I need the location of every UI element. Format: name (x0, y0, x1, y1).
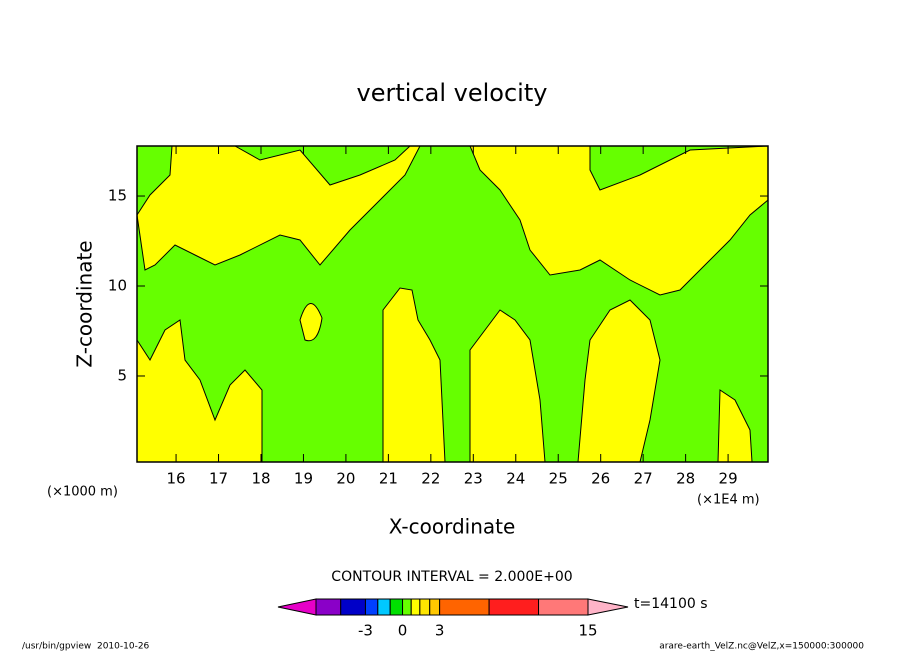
colorbar-box (488, 598, 540, 616)
x-tick-label: 29 (719, 470, 738, 488)
colorbar-box (402, 598, 412, 616)
contour-region (469, 309, 546, 463)
x-tick-label: 26 (591, 470, 610, 488)
x-tick-label: 16 (167, 470, 186, 488)
y-tick-label: 10 (108, 277, 127, 295)
y-tick-label: 15 (108, 187, 127, 205)
x-tick-label: 21 (379, 470, 398, 488)
x-unit-label: (×1000 m) (47, 485, 118, 500)
colorbar-box (315, 598, 342, 616)
x-axis-label: X-coordinate (389, 515, 516, 539)
x-tick-label: 27 (634, 470, 653, 488)
contour-field (136, 145, 769, 463)
colorbar-tick-label: 15 (578, 622, 597, 640)
time-label: t=14100 s (634, 596, 708, 612)
contour-region (469, 145, 769, 296)
contour-region (382, 287, 446, 463)
colorbar-tick-label: 3 (435, 622, 445, 640)
x-tick-label: 24 (506, 470, 525, 488)
x-tick-label: 22 (421, 470, 440, 488)
colorbar-box (410, 598, 421, 616)
colorbar-over (587, 598, 629, 616)
colorbar-box (439, 598, 490, 616)
colorbar-tick-label: 0 (398, 622, 408, 640)
x-tick-label: 17 (209, 470, 228, 488)
colorbar-box (538, 598, 589, 616)
plot-frame (136, 145, 769, 463)
x-scale-label: (×1E4 m) (697, 493, 760, 508)
y-tick-label: 5 (117, 366, 127, 384)
colorbar-tick-label: -3 (358, 622, 373, 640)
colorbar-box (419, 598, 431, 616)
x-tick-label: 23 (464, 470, 483, 488)
x-tick-label: 25 (549, 470, 568, 488)
x-tick-label: 18 (251, 470, 270, 488)
colorbar-box (429, 598, 441, 616)
footer-left: /usr/bin/gpview 2010-10-26 (22, 642, 150, 652)
colorbar-box (364, 598, 379, 616)
y-axis-label: Z-coordinate (73, 240, 97, 367)
colorbar-box (377, 598, 391, 616)
contour-region (299, 303, 323, 342)
x-tick-label: 19 (294, 470, 313, 488)
footer-right: arare-earth_VelZ.nc@VelZ,x=150000:300000 (659, 642, 864, 652)
colorbar-box (389, 598, 404, 616)
x-tick-label: 28 (676, 470, 695, 488)
x-tick-label: 20 (336, 470, 355, 488)
colorbar-box (340, 598, 366, 616)
contour-region (577, 299, 661, 463)
chart-title: vertical velocity (357, 79, 548, 107)
colorbar-under (277, 598, 317, 616)
contour-interval: CONTOUR INTERVAL = 2.000E+00 (331, 569, 572, 585)
